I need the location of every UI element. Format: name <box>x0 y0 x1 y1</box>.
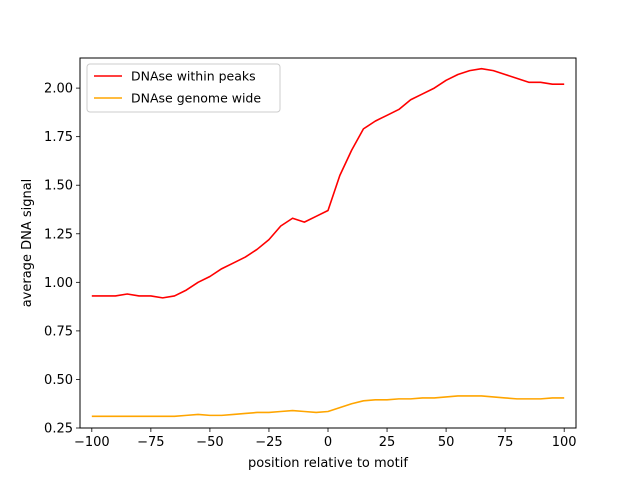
x-axis-label: position relative to motif <box>248 456 408 471</box>
y-tick-label: 0.75 <box>44 324 73 339</box>
series-line-dnase-within-peaks <box>91 67 565 299</box>
x-tick-label: 75 <box>497 435 514 450</box>
x-tick-label: −50 <box>196 435 223 450</box>
series-line-dnase-genome-wide <box>91 395 565 418</box>
legend-label-dnase-within-peaks: DNAse within peaks <box>131 69 256 84</box>
y-axis-ticks: 0.25 0.50 0.75 1.00 1.25 1.50 1.75 2.00 <box>44 82 80 437</box>
y-tick-label: 1.25 <box>44 227 73 242</box>
series-layer <box>91 67 565 418</box>
x-tick-label: −75 <box>137 435 164 450</box>
plot-area-frame <box>79 57 577 429</box>
y-tick-label: 1.50 <box>44 179 73 194</box>
x-tick-label: 50 <box>438 435 455 450</box>
x-tick-label: 100 <box>552 435 577 450</box>
y-axis-label: average DNA signal <box>20 179 35 308</box>
y-tick-label: 0.25 <box>44 422 73 437</box>
x-tick-label: −25 <box>255 435 282 450</box>
legend-box <box>86 63 281 113</box>
y-tick-label: 1.75 <box>44 130 73 145</box>
x-tick-label: −100 <box>74 435 110 450</box>
legend: DNAse within peaks DNAse genome wide <box>86 63 281 113</box>
y-tick-label: 0.50 <box>44 373 73 388</box>
y-tick-label: 1.00 <box>44 276 73 291</box>
x-tick-label: 0 <box>324 435 332 450</box>
y-tick-label: 2.00 <box>44 82 73 97</box>
x-axis-ticks: −100 −75 −50 −25 0 25 50 75 100 <box>74 428 577 450</box>
x-tick-label: 25 <box>379 435 396 450</box>
legend-label-dnase-genome-wide: DNAse genome wide <box>131 91 261 106</box>
